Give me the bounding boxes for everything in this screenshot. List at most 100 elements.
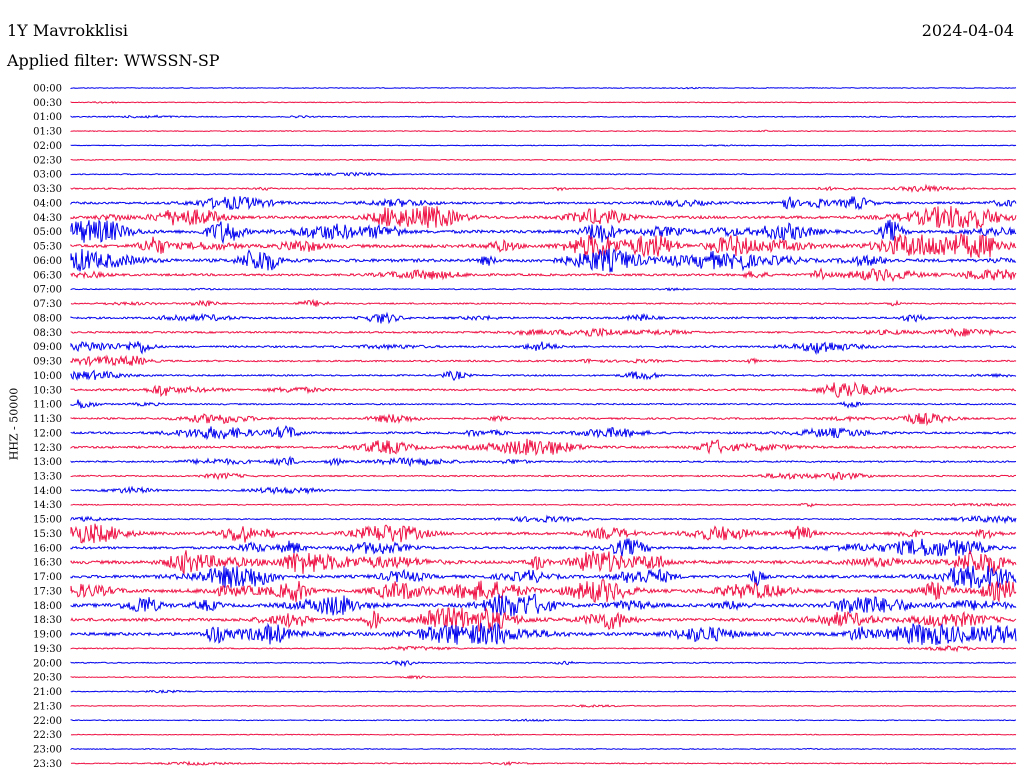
trace-line xyxy=(70,644,1017,653)
trace-line xyxy=(70,341,1017,356)
row-time-label: 05:30 xyxy=(33,242,62,253)
trace-line xyxy=(70,144,1017,147)
trace-line xyxy=(70,196,1017,211)
row-time-label: 05:00 xyxy=(33,227,62,238)
trace-line xyxy=(70,565,1017,589)
date-label: 2024-04-04 xyxy=(921,21,1014,40)
trace-line xyxy=(70,158,1017,162)
trace-line xyxy=(70,381,1016,398)
trace-line xyxy=(70,129,1017,133)
trace-line xyxy=(70,502,1017,508)
station-title: 1Y Mavrokklisi xyxy=(7,21,129,40)
trace-line xyxy=(70,425,1017,441)
trace-line xyxy=(70,412,1017,427)
row-time-label: 00:00 xyxy=(33,84,62,95)
row-time-label: 21:00 xyxy=(33,687,62,698)
row-time-label: 11:00 xyxy=(33,400,62,411)
trace-line xyxy=(70,622,1017,646)
row-time-label: 12:00 xyxy=(33,428,62,439)
trace-line xyxy=(70,471,1017,482)
trace-line xyxy=(70,287,1017,292)
row-time-label: 04:00 xyxy=(33,198,62,209)
trace-line xyxy=(70,593,1017,617)
row-time-label: 08:00 xyxy=(33,313,62,324)
row-time-label: 16:30 xyxy=(33,558,62,569)
row-time-label: 03:00 xyxy=(33,170,62,181)
trace-line xyxy=(70,86,1017,90)
trace-line xyxy=(70,354,1017,368)
row-time-label: 07:30 xyxy=(33,299,62,310)
trace-line xyxy=(70,248,1017,273)
trace-line xyxy=(70,689,1016,694)
trace-line xyxy=(70,760,1017,767)
row-time-label: 20:00 xyxy=(33,658,62,669)
row-time-label: 11:30 xyxy=(33,414,62,425)
row-time-label: 14:30 xyxy=(33,500,62,511)
row-time-label: 15:00 xyxy=(33,515,62,526)
row-time-label: 18:30 xyxy=(33,615,62,626)
row-time-label: 01:30 xyxy=(33,127,62,138)
trace-line xyxy=(70,100,1017,104)
filter-label: Applied filter: WWSSN-SP xyxy=(7,51,220,70)
row-time-label: 22:30 xyxy=(33,730,62,741)
trace-line xyxy=(70,733,1017,736)
row-time-label: 17:30 xyxy=(33,586,62,597)
trace-line xyxy=(70,205,1017,229)
row-time-label: 23:30 xyxy=(33,759,62,770)
trace-line xyxy=(70,578,1017,604)
trace-line xyxy=(70,606,1017,633)
trace-line xyxy=(70,485,1017,496)
trace-line xyxy=(70,704,1017,708)
row-time-label: 09:00 xyxy=(33,342,62,353)
row-time-label: 06:00 xyxy=(33,256,62,267)
trace-line xyxy=(70,232,1017,259)
trace-line xyxy=(70,747,1017,751)
trace-line xyxy=(70,523,1017,544)
row-time-label: 06:30 xyxy=(33,270,62,281)
trace-line xyxy=(70,438,1017,456)
trace-line xyxy=(70,219,1017,245)
trace-line xyxy=(70,718,1017,722)
trace-line xyxy=(70,327,1017,338)
row-time-label: 14:00 xyxy=(33,486,62,497)
trace-line xyxy=(70,549,1017,576)
row-time-label: 04:30 xyxy=(33,213,62,224)
row-time-label: 10:30 xyxy=(33,385,62,396)
trace-line xyxy=(70,514,1017,525)
row-time-label: 17:00 xyxy=(33,572,62,583)
row-time-label: 12:30 xyxy=(33,443,62,454)
row-time-label: 23:00 xyxy=(33,745,62,756)
row-time-label: 21:30 xyxy=(33,701,62,712)
row-time-label: 02:30 xyxy=(33,155,62,166)
row-time-label: 02:00 xyxy=(33,141,62,152)
trace-line xyxy=(70,455,1017,468)
trace-line xyxy=(70,660,1017,668)
row-time-label: 08:30 xyxy=(33,328,62,339)
row-time-label: 19:00 xyxy=(33,630,62,641)
row-time-label: 15:30 xyxy=(33,529,62,540)
row-time-label: 16:00 xyxy=(33,543,62,554)
trace-line xyxy=(70,267,1017,283)
row-time-label: 13:30 xyxy=(33,471,62,482)
row-time-label: 13:00 xyxy=(33,457,62,468)
row-time-label: 10:00 xyxy=(33,371,62,382)
trace-line xyxy=(70,369,1017,382)
row-time-label: 22:00 xyxy=(33,716,62,727)
trace-line xyxy=(70,311,1017,325)
trace-line xyxy=(70,171,1017,177)
trace-line xyxy=(70,183,1017,194)
row-time-label: 18:00 xyxy=(33,601,62,612)
row-time-label: 19:30 xyxy=(33,644,62,655)
row-time-label: 07:00 xyxy=(33,285,62,296)
row-time-label: 09:30 xyxy=(33,357,62,368)
trace-line xyxy=(70,114,1016,119)
trace-line xyxy=(70,538,1017,557)
row-time-label: 00:30 xyxy=(33,98,62,109)
row-time-label: 01:00 xyxy=(33,112,62,123)
row-time-label: 03:30 xyxy=(33,184,62,195)
row-time-label: 20:30 xyxy=(33,673,62,684)
trace-line xyxy=(70,298,1017,307)
trace-line xyxy=(70,399,1017,409)
trace-line xyxy=(70,674,1017,680)
